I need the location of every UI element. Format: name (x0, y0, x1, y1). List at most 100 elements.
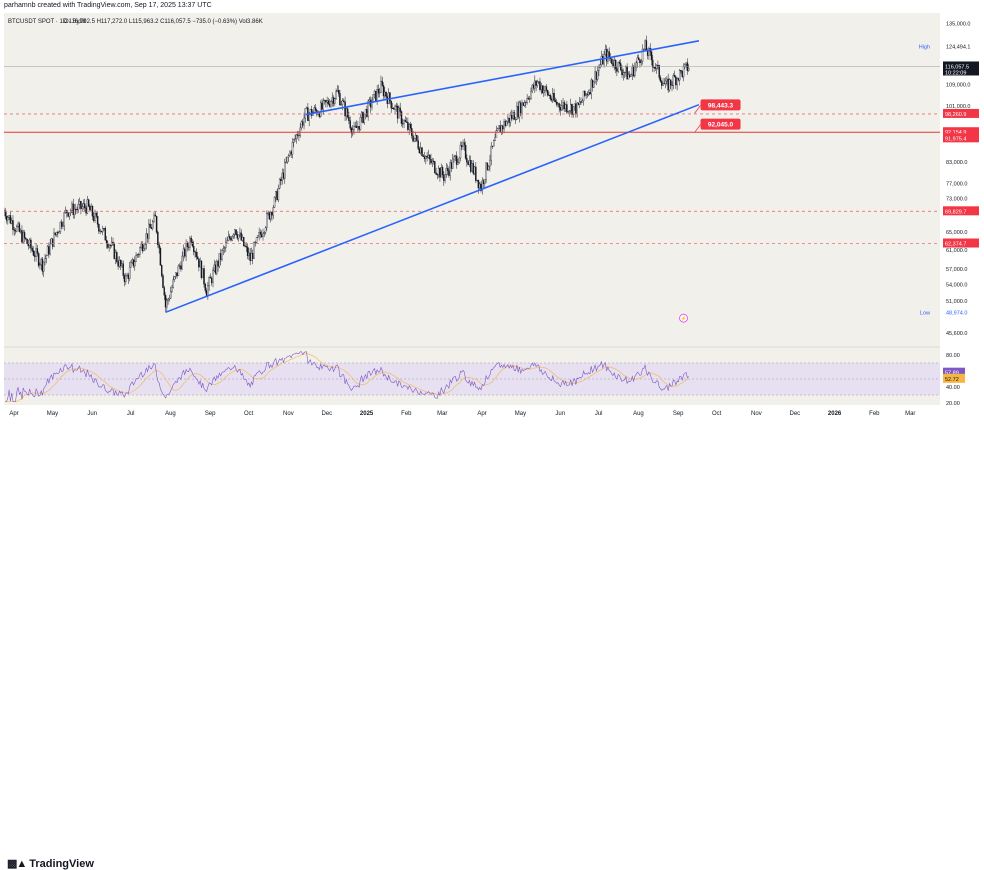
candle-body (361, 112, 363, 118)
candle-body (289, 151, 291, 156)
badge-69829: 69,829.7 (943, 206, 979, 216)
candle-body (268, 212, 271, 220)
candle-body (51, 238, 54, 247)
candle-body (614, 60, 617, 69)
candle-body (34, 255, 36, 257)
candle-body (348, 116, 350, 121)
price-axis: 135,000.0 109,000.0 101,000.0 83,000.0 77,00… (943, 21, 979, 337)
candle-body (355, 125, 358, 129)
candle-body (399, 107, 401, 112)
candle-body (558, 103, 560, 108)
candle-body (331, 97, 333, 102)
candle-body (157, 231, 159, 245)
candle-body (123, 275, 126, 282)
candle-body (628, 74, 631, 77)
candle-body (35, 248, 37, 257)
candle-body (680, 70, 682, 72)
candle-body (293, 139, 295, 143)
candle-body (137, 254, 140, 256)
price-tick-label: 51,000.0 (946, 299, 967, 305)
low-tag: Low (920, 310, 930, 316)
candle-body (240, 232, 242, 241)
candle-body (477, 179, 480, 189)
candle-body (195, 252, 198, 257)
chart-frame[interactable]: BTCUSDT SPOT · 1D · Bybit O116,792.5 H117… (3, 13, 980, 423)
candle-body (539, 81, 541, 90)
candle-body (553, 93, 555, 101)
candle-body (245, 246, 248, 248)
candle-body (605, 49, 608, 62)
high-tag: High (919, 44, 930, 50)
candle-body (258, 232, 260, 237)
candle-body (109, 244, 112, 246)
candle-body (509, 114, 512, 123)
candle-body (55, 231, 58, 236)
candle-body (260, 234, 263, 238)
candle-body (223, 247, 226, 249)
candle-body (19, 230, 22, 232)
axis-badge-box (943, 238, 979, 248)
candle-body (643, 48, 645, 50)
candle-body (449, 162, 451, 176)
candle-body (676, 78, 678, 86)
candle-body (166, 299, 168, 308)
candle-body (587, 92, 590, 96)
candle-body (594, 71, 596, 83)
candle-body (505, 121, 508, 126)
candle-body (139, 247, 141, 255)
candle-body (304, 108, 307, 119)
tradingview-logo[interactable]: ▩▲ TradingView (7, 857, 94, 870)
rsi-ma-box (943, 373, 965, 383)
candle-body (132, 259, 135, 267)
wedge-upper (305, 39, 700, 116)
candle-body (653, 66, 655, 68)
candle-body (62, 225, 64, 227)
candle-body (623, 71, 626, 74)
candle-body (504, 121, 507, 126)
candle-body (441, 167, 444, 176)
candle-body (639, 59, 641, 64)
candle-body (516, 106, 518, 120)
price-tick-label: 61,000.0 (946, 248, 967, 254)
candle-body (634, 66, 636, 77)
candle-body (444, 174, 446, 181)
candle-body (664, 80, 667, 85)
candle-body (416, 135, 418, 141)
candle-body (163, 287, 165, 296)
candle-body (459, 145, 462, 159)
candle-body (68, 212, 71, 217)
candle-body (77, 204, 80, 210)
candle-body (143, 248, 145, 252)
candle-body (237, 234, 240, 239)
time-tick-label: Oct (244, 411, 254, 417)
candle-body (419, 147, 422, 154)
candle-body (564, 104, 567, 110)
candle-body (437, 168, 440, 176)
candle-body (75, 208, 77, 210)
candle-body (155, 216, 158, 233)
candle-body (244, 245, 246, 247)
candle-body (175, 272, 177, 277)
candle-body (28, 239, 31, 247)
candle-body (57, 231, 59, 234)
high-value: 124,494.1 (946, 44, 970, 50)
candle-body (367, 100, 369, 117)
candle-body (328, 103, 331, 107)
candle-body (45, 255, 48, 259)
candle-body (53, 232, 55, 247)
candle-body (119, 259, 122, 267)
candle-body (219, 253, 222, 260)
candle-body (552, 93, 554, 101)
candle-body (534, 80, 536, 89)
candle-body (622, 72, 625, 76)
candle-body (172, 279, 174, 288)
time-tick-label: May (47, 411, 58, 417)
candle-body (107, 243, 109, 248)
candle-body (58, 231, 60, 234)
candle-body (285, 161, 287, 163)
candle-body (248, 252, 250, 257)
callout-label: 92,045.0 (708, 122, 734, 129)
candle-body (491, 145, 494, 147)
candle-body (371, 102, 373, 108)
